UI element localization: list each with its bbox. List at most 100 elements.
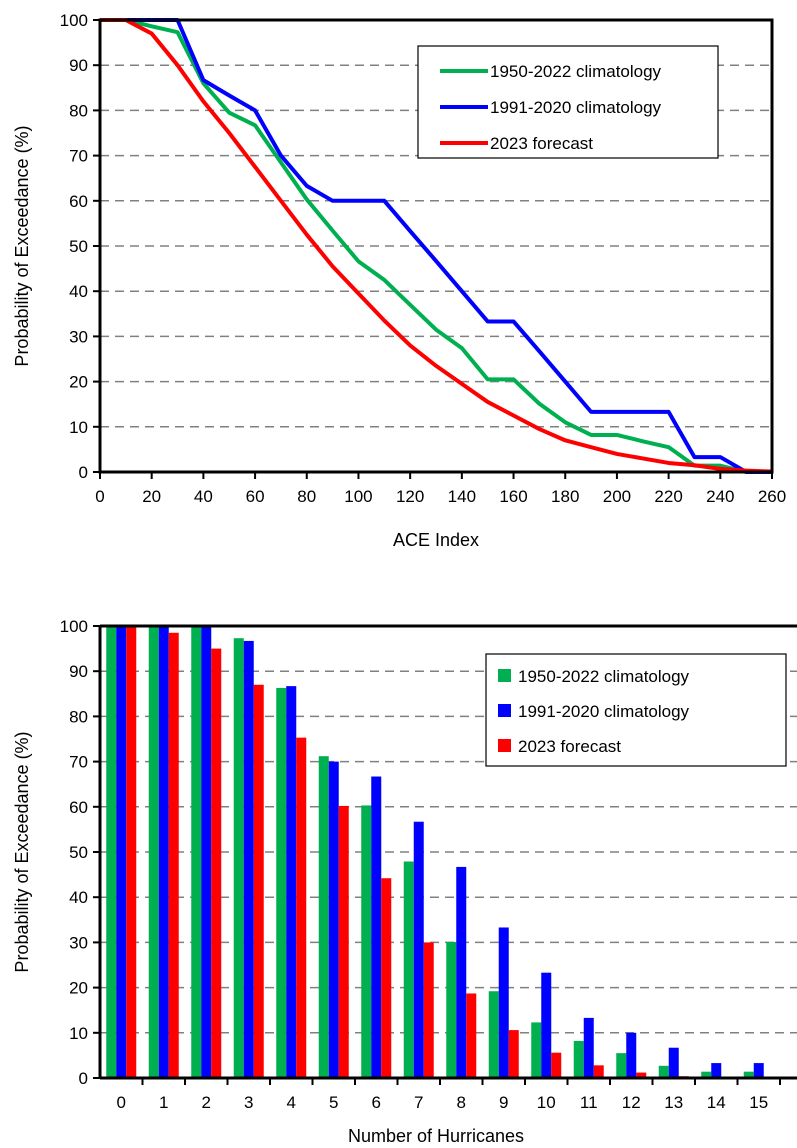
- ace-x-tick-label: 200: [603, 487, 631, 506]
- hurricanes-bar-series-0: [701, 1071, 712, 1078]
- ace-y-tick-label: 50: [69, 237, 88, 256]
- ace-x-tick-label: 140: [448, 487, 476, 506]
- ace-legend-label-2023-forecast: 2023 forecast: [490, 134, 593, 153]
- hurricanes-x-tick-label: 7: [414, 1093, 423, 1112]
- hurricanes-x-tick-label: 0: [117, 1093, 126, 1112]
- ace-series-line-0: [100, 18, 772, 474]
- hurricanes-y-tick-label: 40: [69, 888, 88, 907]
- hurricanes-bar-series-0: [361, 805, 372, 1078]
- ace-series-line-1: [100, 18, 772, 474]
- ace-x-tick-label: 100: [344, 487, 372, 506]
- hurricanes-legend-label-1991-2020: 1991-2020 climatology: [518, 702, 690, 721]
- hurricanes-bar-series-0: [191, 626, 202, 1078]
- hurricanes-bar-series-0: [233, 638, 244, 1078]
- ace-y-tick-label: 30: [69, 327, 88, 346]
- hurricanes-bar-series-0: [403, 861, 414, 1078]
- ace-y-tick-label: 70: [69, 147, 88, 166]
- ace-series-line-2: [100, 18, 773, 474]
- hurricanes-bar-series-2: [211, 648, 222, 1078]
- hurricanes-bar-series-0: [318, 756, 329, 1078]
- hurricanes-legend-box: [485, 653, 787, 767]
- ace-y-tick-label: 20: [69, 373, 88, 392]
- hurricanes-y-tick-label: 20: [69, 979, 88, 998]
- hurricanes-y-tick-label: 10: [69, 1024, 88, 1043]
- hurricanes-bar-series-0: [148, 626, 159, 1078]
- hurricanes-x-tick-label: 3: [244, 1093, 253, 1112]
- hurricanes-x-tick-label: 14: [707, 1093, 726, 1112]
- hurricanes-bar-series-2: [253, 684, 264, 1078]
- hurricanes-bar-series-1: [541, 972, 552, 1078]
- ace-x-ticks: 0 20 40 60 80 100 120 140 160 180 200 220 240 260: [95, 472, 786, 506]
- hurricanes-bar-series-2: [593, 1065, 604, 1078]
- ace-legend-box: [417, 45, 719, 159]
- hurricanes-bar-series-2: [466, 993, 477, 1078]
- hurricanes-x-ticks: 0 1 2 3 4 5 6 7 8 9 10 11 12 13 14 15: [117, 1078, 781, 1112]
- hurricanes-x-tick-label: 5: [329, 1093, 338, 1112]
- hurricanes-bar-series-2: [636, 1072, 647, 1078]
- hurricanes-x-tick-label: 8: [457, 1093, 466, 1112]
- hurricanes-bar-series-0: [276, 687, 287, 1078]
- hurricanes-x-tick-label: 13: [664, 1093, 683, 1112]
- hurricanes-x-tick-label: 6: [372, 1093, 381, 1112]
- hurricanes-bar-series-1: [583, 1017, 594, 1078]
- hurricanes-x-tick-label: 10: [537, 1093, 556, 1112]
- hurricanes-x-axis-label: Number of Hurricanes: [348, 1126, 524, 1146]
- hurricanes-bar-series-1: [243, 640, 254, 1078]
- ace-y-axis-label: Probability of Exceedance (%): [12, 125, 32, 366]
- ace-x-tick-label: 260: [758, 487, 786, 506]
- hurricanes-bar-series-2: [168, 632, 179, 1078]
- hurricanes-bar-series-2: [423, 942, 434, 1078]
- hurricanes-bar-series-1: [158, 626, 169, 1078]
- hurricanes-bar-series-1: [498, 927, 509, 1078]
- hurricanes-bar-series-1: [753, 1063, 764, 1078]
- hurricanes-legend-swatch-1991-2020: [498, 704, 511, 717]
- ace-y-tick-label: 0: [79, 463, 88, 482]
- ace-y-tick-label: 60: [69, 192, 88, 211]
- hurricanes-x-tick-label: 2: [202, 1093, 211, 1112]
- hurricanes-bar-series-1: [201, 626, 212, 1078]
- hurricanes-y-ticks: 0 10 20 30 40 50 60 70 80 90 100: [60, 617, 100, 1088]
- ace-y-tick-label: 80: [69, 101, 88, 120]
- hurricanes-y-tick-label: 90: [69, 662, 88, 681]
- ace-y-tick-label: 10: [69, 418, 88, 437]
- hurricanes-bar-series-1: [711, 1063, 722, 1078]
- ace-y-ticks: 0 10 20 30 40 50 60 70 80 90 100: [60, 11, 100, 482]
- hurricanes-legend-label-1950-2022: 1950-2022 climatology: [518, 667, 690, 686]
- ace-chart: 0 10 20 30 40 50 60 70 80 90 100 0 20 40 60 80 100 120 14…: [12, 11, 786, 550]
- hurricanes-bar-series-2: [296, 737, 307, 1078]
- hurricanes-bar-series-2: [338, 805, 349, 1078]
- ace-legend: 1950-2022 climatology 1991-2020 climatol…: [417, 45, 719, 159]
- hurricanes-x-tick-label: 15: [749, 1093, 768, 1112]
- ace-x-tick-label: 240: [706, 487, 734, 506]
- hurricanes-y-tick-label: 50: [69, 843, 88, 862]
- hurricanes-bar-series-1: [286, 686, 297, 1078]
- ace-x-tick-label: 0: [95, 487, 104, 506]
- hurricanes-y-tick-label: 80: [69, 707, 88, 726]
- hurricanes-bar-series-2: [551, 1052, 562, 1078]
- hurricanes-bar-series-0: [658, 1065, 669, 1078]
- ace-x-tick-label: 40: [194, 487, 213, 506]
- ace-y-tick-label: 90: [69, 56, 88, 75]
- ace-legend-label-1950-2022: 1950-2022 climatology: [490, 62, 662, 81]
- hurricanes-bar-series-0: [531, 1022, 542, 1078]
- hurricanes-legend: 1950-2022 climatology 1991-2020 climatol…: [485, 653, 787, 767]
- hurricanes-y-tick-label: 30: [69, 933, 88, 952]
- hurricanes-bars: [106, 626, 764, 1078]
- hurricanes-y-tick-label: 60: [69, 798, 88, 817]
- hurricanes-bar-series-0: [488, 991, 499, 1078]
- ace-legend-label-1991-2020: 1991-2020 climatology: [490, 98, 662, 117]
- ace-x-tick-label: 120: [396, 487, 424, 506]
- hurricanes-y-tick-label: 100: [60, 617, 88, 636]
- hurricanes-legend-swatch-1950-2022: [498, 669, 511, 682]
- hurricanes-bar-series-1: [668, 1047, 679, 1078]
- ace-x-tick-label: 80: [297, 487, 316, 506]
- ace-y-tick-label: 40: [69, 282, 88, 301]
- hurricanes-bar-series-2: [381, 878, 392, 1078]
- hurricanes-bar-series-0: [106, 626, 117, 1078]
- ace-x-tick-label: 220: [654, 487, 682, 506]
- hurricanes-bar-series-1: [371, 776, 382, 1078]
- hurricanes-bar-series-2: [126, 626, 137, 1078]
- hurricanes-bar-series-2: [508, 1030, 519, 1078]
